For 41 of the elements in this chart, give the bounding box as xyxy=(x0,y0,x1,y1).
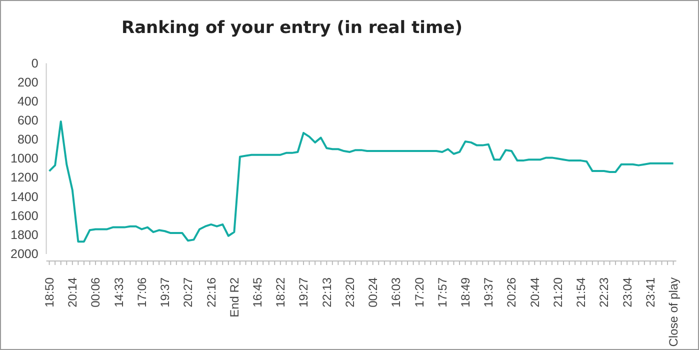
x-tick-label: 20:26 xyxy=(504,277,519,308)
y-tick-label: 0 xyxy=(31,56,38,70)
x-tick-label: 22:13 xyxy=(320,277,334,308)
y-tick-label: 1800 xyxy=(10,228,38,242)
x-tick-label: 22:16 xyxy=(204,277,218,308)
x-tick-label: 23:20 xyxy=(342,277,357,308)
x-tick-label: 18:49 xyxy=(458,277,472,308)
line-series xyxy=(48,120,674,243)
x-tick-label: 16:45 xyxy=(250,277,264,308)
y-tick-label: 200 xyxy=(17,75,38,90)
y-tick-label: 1000 xyxy=(10,152,38,166)
x-tick-label: 17:57 xyxy=(435,277,450,308)
chart-title: Ranking of your entry (in real time) xyxy=(121,18,463,38)
x-tick-label: 00:24 xyxy=(366,277,380,308)
y-tick-label: 600 xyxy=(17,114,38,128)
x-tick-label: End R2 xyxy=(227,277,242,318)
y-tick-label: 1200 xyxy=(10,170,38,185)
x-tick-label: 20:27 xyxy=(181,277,196,308)
x-tick-label: 23:41 xyxy=(643,277,658,308)
x-tick-label: 17:20 xyxy=(412,277,426,308)
x-tick-label: 19:27 xyxy=(296,277,311,308)
x-tick-label: 16:03 xyxy=(389,277,404,308)
x-tick-label: 19:37 xyxy=(158,277,172,308)
y-tick-label: 800 xyxy=(17,132,38,147)
x-tick-label: 17:06 xyxy=(134,277,149,308)
y-tick-label: 1600 xyxy=(10,208,38,223)
x-tick-label: 21:54 xyxy=(574,277,588,308)
y-tick-label: 2000 xyxy=(10,247,38,261)
x-tick-label: 19:37 xyxy=(482,277,496,308)
x-tick-label: 20:14 xyxy=(66,277,80,308)
y-tick-label: 400 xyxy=(17,94,38,108)
x-tick-label: 14:33 xyxy=(112,277,126,308)
x-tick-label: 23:04 xyxy=(620,277,634,308)
x-tick-label: 22:23 xyxy=(597,277,612,308)
x-tick-label: 21:20 xyxy=(550,277,565,308)
y-tick-label: 1400 xyxy=(10,190,38,204)
x-tick-label: 18:22 xyxy=(274,277,288,308)
x-tick-label: 00:06 xyxy=(88,277,103,308)
x-tick-label: Close of play xyxy=(666,277,680,347)
x-tick-label: 18:50 xyxy=(42,277,56,308)
x-tick-label: 20:44 xyxy=(528,277,542,308)
